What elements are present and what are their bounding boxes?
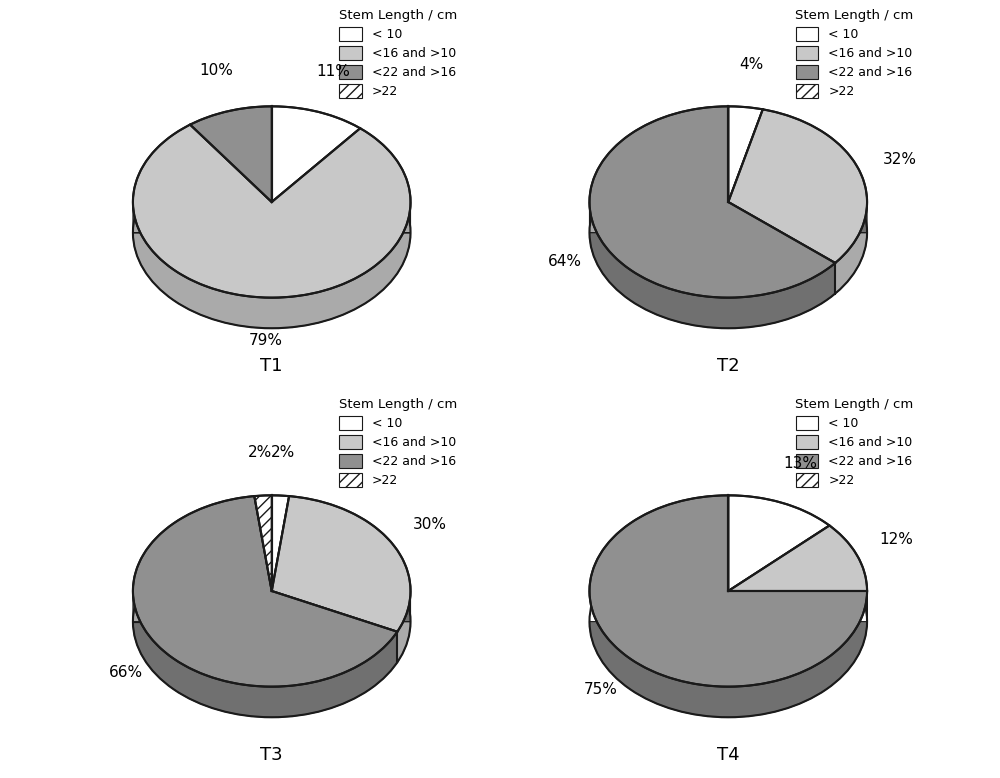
Polygon shape (272, 496, 411, 632)
Polygon shape (589, 591, 867, 717)
Text: 13%: 13% (783, 456, 817, 471)
Polygon shape (272, 107, 360, 202)
Text: 10%: 10% (199, 62, 233, 78)
Text: T4: T4 (717, 745, 740, 763)
Polygon shape (728, 525, 867, 591)
Text: 11%: 11% (316, 64, 350, 79)
Text: T1: T1 (260, 356, 283, 374)
Text: 2%: 2% (271, 445, 295, 460)
Legend: < 10, <16 and >10, <22 and >16, >22: < 10, <16 and >10, <22 and >16, >22 (791, 394, 917, 491)
Polygon shape (589, 496, 867, 687)
Legend: < 10, <16 and >10, <22 and >16, >22: < 10, <16 and >10, <22 and >16, >22 (335, 394, 461, 491)
Text: T2: T2 (717, 356, 740, 374)
Text: 2%: 2% (248, 445, 273, 460)
Text: T3: T3 (260, 745, 283, 763)
Text: 64%: 64% (548, 254, 582, 268)
Polygon shape (133, 591, 411, 717)
Text: 32%: 32% (883, 152, 917, 166)
Polygon shape (133, 496, 397, 687)
Legend: < 10, <16 and >10, <22 and >16, >22: < 10, <16 and >10, <22 and >16, >22 (791, 5, 917, 102)
Text: 12%: 12% (879, 532, 913, 548)
Text: 66%: 66% (109, 665, 143, 680)
Polygon shape (272, 496, 289, 591)
Polygon shape (133, 202, 411, 328)
Polygon shape (728, 107, 763, 202)
Polygon shape (254, 496, 272, 591)
Text: 79%: 79% (249, 333, 283, 348)
Text: 30%: 30% (413, 517, 447, 531)
Polygon shape (190, 107, 272, 202)
Text: 4%: 4% (739, 57, 763, 72)
Polygon shape (728, 496, 829, 591)
Polygon shape (589, 202, 867, 328)
Polygon shape (728, 110, 867, 263)
Polygon shape (589, 202, 867, 293)
Legend: < 10, <16 and >10, <22 and >16, >22: < 10, <16 and >10, <22 and >16, >22 (335, 5, 461, 102)
Text: 75%: 75% (584, 682, 618, 696)
Polygon shape (133, 591, 411, 662)
Polygon shape (589, 107, 835, 298)
Polygon shape (133, 124, 411, 298)
